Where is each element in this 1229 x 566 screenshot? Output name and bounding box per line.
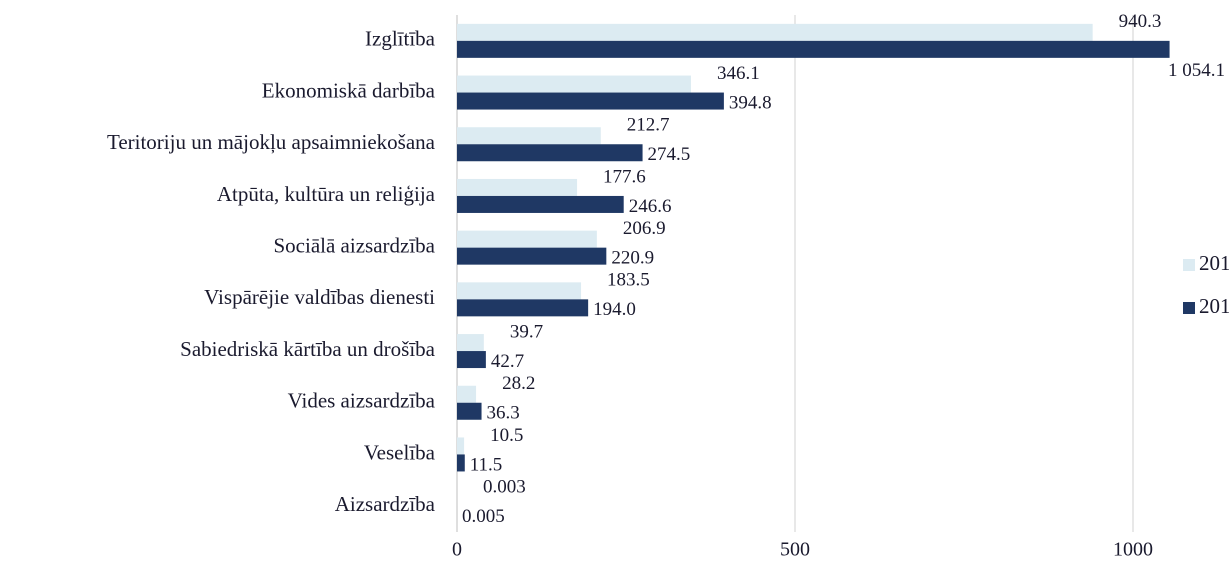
x-tick-label: 500 (780, 539, 810, 561)
value-label: 246.6 (629, 196, 672, 217)
bar (457, 454, 465, 472)
bar (457, 402, 482, 420)
bar (457, 40, 1170, 58)
category-label: Aizsardzība (335, 492, 436, 516)
value-label: 206.9 (623, 218, 666, 239)
x-tick-label: 0 (452, 539, 462, 561)
legend-label: 2017 (1199, 294, 1229, 318)
value-label: 10.5 (490, 425, 523, 446)
value-label: 177.6 (603, 166, 646, 187)
value-label: 940.3 (1119, 11, 1162, 32)
value-label: 42.7 (491, 351, 524, 372)
bar (457, 23, 1093, 41)
bar (457, 195, 624, 213)
category-label: Atpūta, kultūra un reliģija (217, 182, 436, 206)
bar (457, 230, 597, 248)
category-label: Sociālā aizsardzība (274, 233, 436, 257)
category-label: Teritoriju un mājokļu apsaimniekošana (107, 130, 436, 154)
bar (457, 247, 607, 265)
bar (457, 437, 465, 455)
value-label: 346.1 (717, 63, 760, 84)
value-label: 39.7 (510, 321, 543, 342)
category-label: Veselība (364, 440, 436, 464)
bar (457, 351, 486, 369)
value-label: 11.5 (470, 454, 503, 475)
value-label: 183.5 (607, 270, 650, 291)
bar (457, 334, 484, 352)
category-label: Ekonomiskā darbība (262, 78, 436, 102)
value-label: 0.005 (462, 506, 505, 527)
bar (457, 385, 477, 403)
value-label: 194.0 (593, 299, 636, 320)
category-label: Sabiedriskā kārtība un drošība (180, 337, 436, 361)
value-label: 212.7 (627, 115, 670, 136)
legend-label: 2016 (1199, 251, 1229, 275)
value-label: 28.2 (502, 373, 535, 394)
legend-swatch (1183, 259, 1195, 271)
value-label: 274.5 (648, 144, 691, 165)
bar (457, 144, 643, 162)
category-label: Izglītība (365, 27, 436, 51)
legend-swatch (1183, 302, 1195, 314)
bar (457, 299, 589, 317)
x-tick-label: 1000 (1113, 539, 1153, 561)
bar (457, 282, 582, 300)
category-label: Vides aizsardzība (288, 389, 436, 413)
value-label: 394.8 (729, 92, 772, 113)
bar (457, 178, 578, 196)
bar (457, 127, 601, 145)
value-label: 1 054.1 (1168, 60, 1225, 81)
bar (457, 75, 691, 93)
category-label: Vispārējie valdības dienesti (204, 285, 435, 309)
value-label: 220.9 (611, 248, 654, 269)
value-label: 36.3 (487, 403, 520, 424)
value-label: 0.003 (483, 477, 526, 498)
bar (457, 92, 724, 110)
